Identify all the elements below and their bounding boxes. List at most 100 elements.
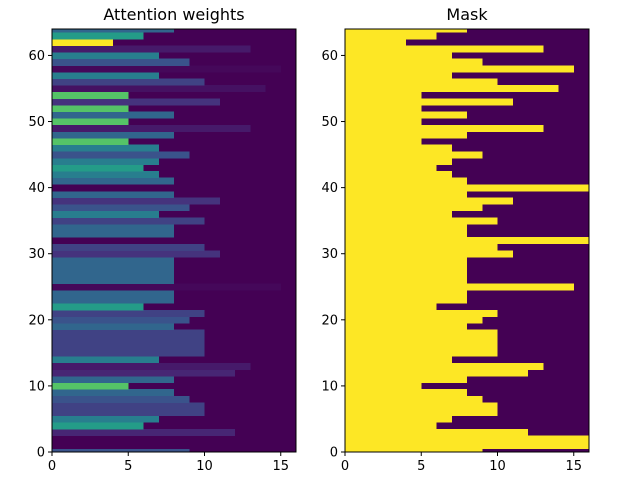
heatmap-row-41	[52, 177, 174, 185]
heatmap-row-12	[345, 369, 528, 377]
heatmap-row-6	[52, 409, 205, 417]
heatmap-row-48	[52, 131, 174, 139]
plot-frame	[51, 28, 297, 453]
heatmap-row-52	[52, 105, 129, 113]
heatmap-row-59	[345, 58, 483, 66]
heatmap-row-2	[345, 435, 589, 443]
heatmap-row-0	[52, 448, 190, 453]
heatmap-row-37	[52, 204, 190, 212]
heatmap-row-8	[52, 395, 190, 403]
heatmap-row-58	[52, 65, 281, 73]
heatmap-row-49	[52, 124, 251, 132]
x-tick-label: 0	[48, 459, 56, 474]
chart-title: Mask	[446, 5, 488, 24]
heatmap-row-21	[345, 309, 498, 317]
heatmap-row-40	[52, 184, 296, 192]
mask-panel: 0 5 10 15 0 10 20 30 40 50 60 Mask	[321, 5, 590, 474]
heatmap-row-23	[345, 296, 467, 304]
heatmap-row-61	[52, 45, 251, 53]
x-tick-label: 5	[124, 459, 132, 474]
heatmap-row-62	[52, 38, 113, 46]
heatmap-row-60	[345, 52, 452, 60]
x-tick-label: 10	[196, 459, 213, 474]
y-tick-label: 10	[28, 379, 45, 394]
heatmap-row-30	[52, 250, 220, 258]
heatmap-row-55	[345, 85, 559, 93]
heatmap-row-29	[345, 257, 467, 265]
heatmap-row-25	[345, 283, 574, 291]
plot-frame	[344, 28, 590, 453]
heatmap-row-39	[345, 190, 467, 198]
heatmap-row-47	[52, 138, 129, 146]
y-tick-label: 30	[28, 247, 45, 262]
heatmap-row-63	[345, 32, 437, 40]
heatmap-row-44	[345, 157, 452, 165]
heatmap-row-42	[345, 171, 452, 179]
heatmap-row-53	[345, 98, 513, 106]
heatmap-row-24	[52, 290, 174, 298]
heatmap-row-51	[345, 111, 467, 119]
heatmap-row-35	[345, 217, 498, 225]
heatmap-row-13	[345, 362, 544, 370]
heatmap-row-56	[345, 78, 498, 86]
heatmap-row-43	[52, 164, 144, 172]
heatmap-row-49	[345, 124, 544, 132]
heatmap-row-34	[345, 223, 467, 231]
heatmap-row-19	[52, 323, 174, 331]
heatmap-row-54	[52, 91, 129, 99]
heatmap-row-32	[345, 237, 589, 245]
heatmap-row-63	[52, 32, 144, 40]
heatmap-row-27	[345, 270, 467, 278]
heatmap-row-11	[52, 375, 174, 384]
heatmap-row-56	[52, 78, 205, 86]
heatmap-row-29	[52, 257, 174, 265]
heatmap-row-36	[52, 210, 159, 218]
heatmap-row-6	[345, 409, 498, 417]
heatmap-row-20	[345, 316, 483, 324]
heatmap-row-39	[52, 190, 174, 198]
heatmap-row-16	[345, 342, 498, 350]
heatmap-row-18	[345, 329, 498, 337]
heatmap-row-9	[345, 389, 467, 397]
x-tick-label: 15	[272, 459, 289, 474]
heatmap-row-35	[52, 217, 205, 225]
heatmap-row-12	[52, 369, 235, 377]
heatmap-row-52	[345, 105, 422, 113]
heatmap-row-37	[345, 204, 483, 212]
heatmap-row-54	[345, 91, 422, 99]
heatmap-row-15	[345, 349, 498, 357]
heatmap-row-16	[52, 342, 205, 350]
heatmap-row-0	[345, 448, 483, 453]
x-tick-label: 15	[565, 459, 582, 474]
attention-weights-panel: 0 5 10 15 0 10 20 30 40 50 60 Attention weights	[28, 5, 297, 474]
heatmap-row-64	[345, 29, 467, 33]
heatmap-row-40	[345, 184, 589, 192]
y-tick-label: 30	[321, 247, 338, 262]
heatmap-row-38	[52, 197, 220, 205]
heatmap-row-19	[345, 323, 467, 331]
heatmap-row-20	[52, 316, 190, 324]
heatmap-row-51	[52, 111, 174, 119]
heatmap-row-26	[345, 276, 467, 284]
heatmap-row-5	[52, 415, 159, 423]
heatmap-row-9	[52, 389, 174, 397]
heatmap-row-61	[345, 45, 544, 53]
heatmap-row-50	[345, 118, 422, 126]
heatmap-row-23	[52, 296, 174, 304]
heatmap-row-14	[52, 356, 159, 364]
heatmap-row-26	[52, 276, 174, 284]
heatmap-row-31	[345, 243, 498, 251]
heatmap-row-57	[345, 71, 452, 79]
y-tick-label: 20	[321, 313, 338, 328]
heatmap-row-48	[345, 131, 467, 139]
x-tick-label: 5	[417, 459, 425, 474]
heatmap-row-27	[52, 270, 174, 278]
heatmap-row-1	[345, 442, 589, 450]
heatmap-row-36	[345, 210, 452, 218]
heatmap-row-47	[345, 138, 422, 146]
heatmap-row-33	[52, 230, 174, 238]
y-tick-label: 60	[28, 49, 45, 64]
y-tick-label: 50	[321, 115, 338, 130]
heatmap-row-41	[345, 177, 467, 185]
heatmap-row-3	[345, 428, 528, 436]
